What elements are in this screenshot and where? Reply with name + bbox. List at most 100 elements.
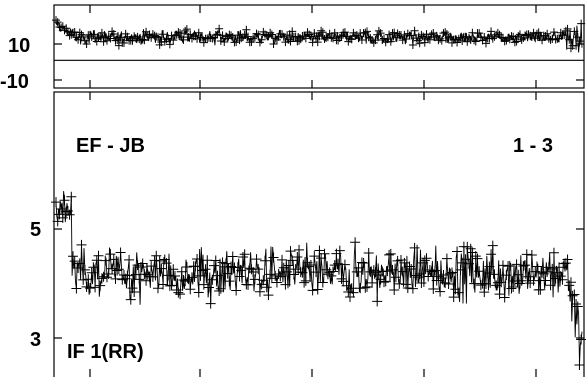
amplitude-point (265, 269, 276, 280)
phase-point (507, 32, 516, 41)
amplitude-point (51, 197, 61, 208)
phase-point (74, 35, 83, 44)
phase-point (376, 29, 385, 38)
amplitude-point (287, 255, 298, 266)
amplitude-point (448, 292, 459, 303)
phase-point (563, 24, 572, 33)
amplitude-point (261, 282, 272, 293)
phase-point (475, 29, 484, 38)
amplitude-point (531, 261, 542, 272)
phase-point (153, 33, 162, 42)
amplitude-point (554, 262, 565, 273)
amplitude-point (397, 266, 408, 277)
amplitude-point (441, 253, 452, 264)
amplitude-point (479, 287, 490, 298)
amplitude-ytick-label-3: 3 (30, 329, 41, 351)
phase-point (96, 32, 105, 41)
channel-range-label: 1 - 3 (513, 135, 553, 157)
amplitude-point (147, 271, 158, 282)
amplitude-point (499, 292, 510, 303)
amplitude-point (409, 242, 420, 253)
amplitude-point (379, 277, 390, 288)
phase-point (453, 38, 462, 47)
amplitude-point (251, 254, 262, 265)
amplitude-point (214, 286, 225, 297)
amplitude-point (195, 270, 206, 281)
phase-point (527, 32, 536, 41)
phase-point (106, 34, 115, 43)
amplitude-point (108, 254, 119, 265)
amplitude-point (491, 280, 502, 291)
amplitude-point (362, 281, 373, 292)
phase-point (221, 32, 230, 41)
phase-point (335, 34, 344, 43)
amplitude-point (134, 274, 145, 285)
phase-point (82, 40, 91, 49)
phase-point (481, 39, 490, 48)
amplitude-point (86, 267, 97, 278)
phase-point (572, 41, 581, 50)
phase-point (62, 24, 71, 33)
amplitude-point (100, 255, 111, 266)
amplitude-point (542, 266, 553, 277)
amplitude-point (64, 209, 75, 220)
amplitude-point (309, 251, 320, 262)
phase-point (94, 33, 103, 42)
amplitude-point (161, 258, 172, 269)
phase-point (458, 36, 467, 45)
amplitude-point (389, 285, 400, 296)
amplitude-point (142, 269, 153, 280)
amplitude-point (326, 270, 337, 281)
baseline-label: EF - JB (76, 135, 145, 157)
phase-point (577, 19, 586, 28)
phase-point (551, 35, 560, 44)
amplitude-point (93, 250, 104, 261)
amplitude-point (234, 271, 245, 282)
phase-panel: 10 -10 (0, 4, 586, 93)
amplitude-point (399, 257, 410, 268)
phase-point (512, 37, 521, 46)
amplitude-point (367, 277, 378, 288)
amplitude-point (472, 253, 483, 264)
amplitude-point (78, 274, 89, 285)
amplitude-point (446, 267, 457, 278)
phase-point (415, 39, 424, 48)
phase-point (565, 35, 574, 44)
phase-point (194, 28, 203, 37)
amplitude-point (333, 258, 344, 269)
amplitude-point (506, 283, 517, 294)
amplitude-point (175, 289, 186, 300)
amplitude-point (113, 264, 124, 275)
amplitude-point (294, 244, 305, 255)
phase-point (237, 34, 246, 43)
phase-point (227, 31, 236, 40)
phase-point (456, 33, 465, 42)
amplitude-point (260, 255, 271, 266)
phase-point (193, 34, 202, 43)
amplitude-point (125, 294, 136, 305)
amplitude-point (253, 264, 264, 275)
amplitude-point (513, 269, 524, 280)
amplitude-point (110, 273, 121, 284)
amplitude-point (222, 268, 233, 279)
amplitude-point (285, 246, 296, 257)
amplitude-point (84, 283, 95, 294)
amplitude-point (57, 212, 68, 223)
amplitude-point (368, 265, 379, 276)
amplitude-point (198, 279, 209, 290)
amplitude-point (328, 266, 339, 277)
amplitude-point (528, 275, 539, 286)
phase-point (573, 33, 582, 42)
amplitude-point (212, 270, 223, 281)
amplitude-point (227, 251, 238, 262)
phase-point (361, 28, 370, 37)
phase-point (99, 37, 108, 46)
amplitude-point (385, 248, 396, 259)
amplitude-point (305, 260, 316, 271)
amplitude-point (474, 266, 485, 277)
phase-point (252, 29, 261, 38)
phase-point (371, 36, 380, 45)
amplitude-point (268, 252, 279, 263)
amplitude-point (562, 254, 573, 265)
phase-point (374, 26, 383, 35)
